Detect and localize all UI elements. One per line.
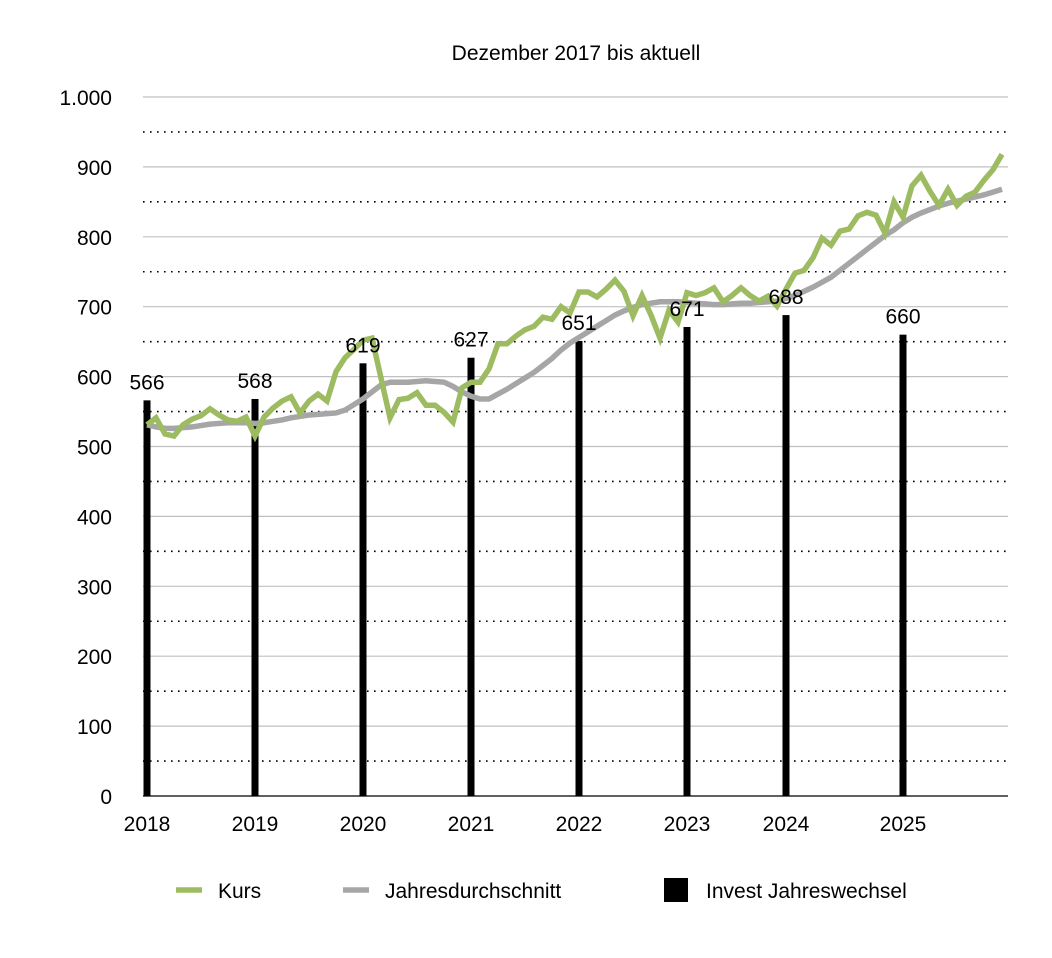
kurs-line (145, 152, 1005, 443)
legend-label: Invest Jahreswechsel (706, 880, 907, 903)
y-tick-label: 700 (77, 297, 112, 320)
chart-title: Dezember 2017 bis aktuell (452, 42, 701, 65)
x-tick-label: 2023 (664, 813, 711, 836)
x-tick-label: 2018 (124, 813, 171, 836)
x-tick-label: 2024 (763, 813, 810, 836)
bar (467, 357, 475, 796)
x-axis-ticks: 2018 2019 2020 2021 2022 2023 2024 2025 (124, 813, 927, 836)
y-tick-label: 600 (77, 367, 112, 390)
bar (575, 340, 583, 796)
bar (251, 398, 259, 796)
x-tick-label: 2019 (232, 813, 279, 836)
bar-series (143, 315, 907, 796)
x-tick-label: 2020 (340, 813, 387, 836)
bar (359, 363, 367, 796)
bar (782, 315, 790, 796)
y-axis-ticks: 0 100 200 300 400 500 600 700 800 900 1.000 (59, 87, 112, 809)
bar-data-label: 688 (768, 286, 803, 309)
y-tick-label: 1.000 (59, 87, 112, 110)
bar-data-label: 566 (129, 371, 164, 394)
y-tick-label: 300 (77, 576, 112, 599)
bar-data-label: 568 (237, 370, 272, 393)
bar (899, 334, 907, 796)
bar-data-label: 627 (453, 329, 488, 352)
legend-item: Kurs (176, 880, 261, 903)
y-tick-label: 500 (77, 437, 112, 460)
jahresdurchschnitt-line (146, 186, 1003, 432)
y-tick-label: 200 (77, 646, 112, 669)
legend-swatch (664, 878, 688, 902)
bar-data-label: 651 (561, 312, 596, 335)
x-tick-label: 2022 (556, 813, 603, 836)
legend: Kurs Jahresdurchschnitt Invest Jahreswechs… (176, 878, 907, 903)
y-tick-label: 0 (100, 786, 112, 809)
x-tick-label: 2021 (448, 813, 495, 836)
y-tick-label: 900 (77, 157, 112, 180)
bar (683, 326, 691, 796)
legend-label: Jahresdurchschnitt (385, 880, 561, 903)
bar-data-labels: 566 568 619 627 651 671 688 660 (129, 286, 920, 394)
legend-item: Jahresdurchschnitt (343, 880, 561, 903)
line-series (145, 152, 1005, 443)
legend-label: Kurs (218, 880, 261, 903)
legend-item: Invest Jahreswechsel (664, 878, 907, 903)
bar-data-label: 619 (345, 334, 380, 357)
bar (143, 400, 151, 796)
y-tick-label: 400 (77, 506, 112, 529)
x-tick-label: 2025 (880, 813, 927, 836)
bar-data-label: 671 (669, 298, 704, 321)
y-tick-label: 100 (77, 716, 112, 739)
y-tick-label: 800 (77, 227, 112, 250)
bar-data-label: 660 (885, 306, 920, 329)
